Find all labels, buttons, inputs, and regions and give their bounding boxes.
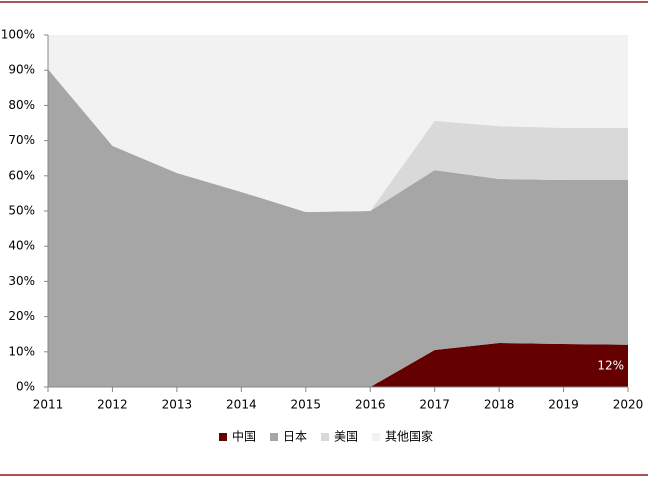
y-tick-label: 10% xyxy=(8,344,35,358)
y-tick-label: 80% xyxy=(8,98,35,112)
y-tick-label: 90% xyxy=(8,63,35,77)
legend-swatch xyxy=(219,433,227,441)
legend-label: 其他国家 xyxy=(385,429,433,444)
x-tick-label: 2013 xyxy=(162,398,193,412)
y-tick-label: 100% xyxy=(1,28,35,42)
x-tick-label: 2017 xyxy=(419,398,450,412)
data-label: 12% xyxy=(597,358,624,372)
area xyxy=(48,69,628,213)
x-tick-label: 2018 xyxy=(484,398,515,412)
y-tick-label: 0% xyxy=(16,380,35,394)
legend-swatch xyxy=(321,433,330,441)
x-tick-label: 2012 xyxy=(97,398,128,412)
x-tick-label: 2011 xyxy=(33,398,64,412)
y-tick-label: 60% xyxy=(8,168,35,182)
y-tick-label: 50% xyxy=(8,204,35,218)
legend-swatch xyxy=(372,433,381,441)
x-tick-label: 2016 xyxy=(355,398,386,412)
area xyxy=(48,69,628,388)
x-tick-label: 2014 xyxy=(226,398,257,412)
area xyxy=(48,343,628,387)
x-tick-label: 2015 xyxy=(291,398,322,412)
y-tick-label: 30% xyxy=(8,274,35,288)
area xyxy=(48,35,628,213)
y-tick-label: 40% xyxy=(8,239,35,253)
x-tick-label: 2020 xyxy=(613,398,644,412)
y-tick-label: 20% xyxy=(8,309,35,323)
legend-label: 日本 xyxy=(283,430,307,444)
legend-label: 中国 xyxy=(232,429,256,444)
legend-swatch xyxy=(270,433,279,441)
y-tick-label: 70% xyxy=(8,133,35,147)
plot-area xyxy=(48,35,628,388)
legend-label: 美国 xyxy=(334,430,358,444)
x-tick-label: 2019 xyxy=(548,398,579,412)
